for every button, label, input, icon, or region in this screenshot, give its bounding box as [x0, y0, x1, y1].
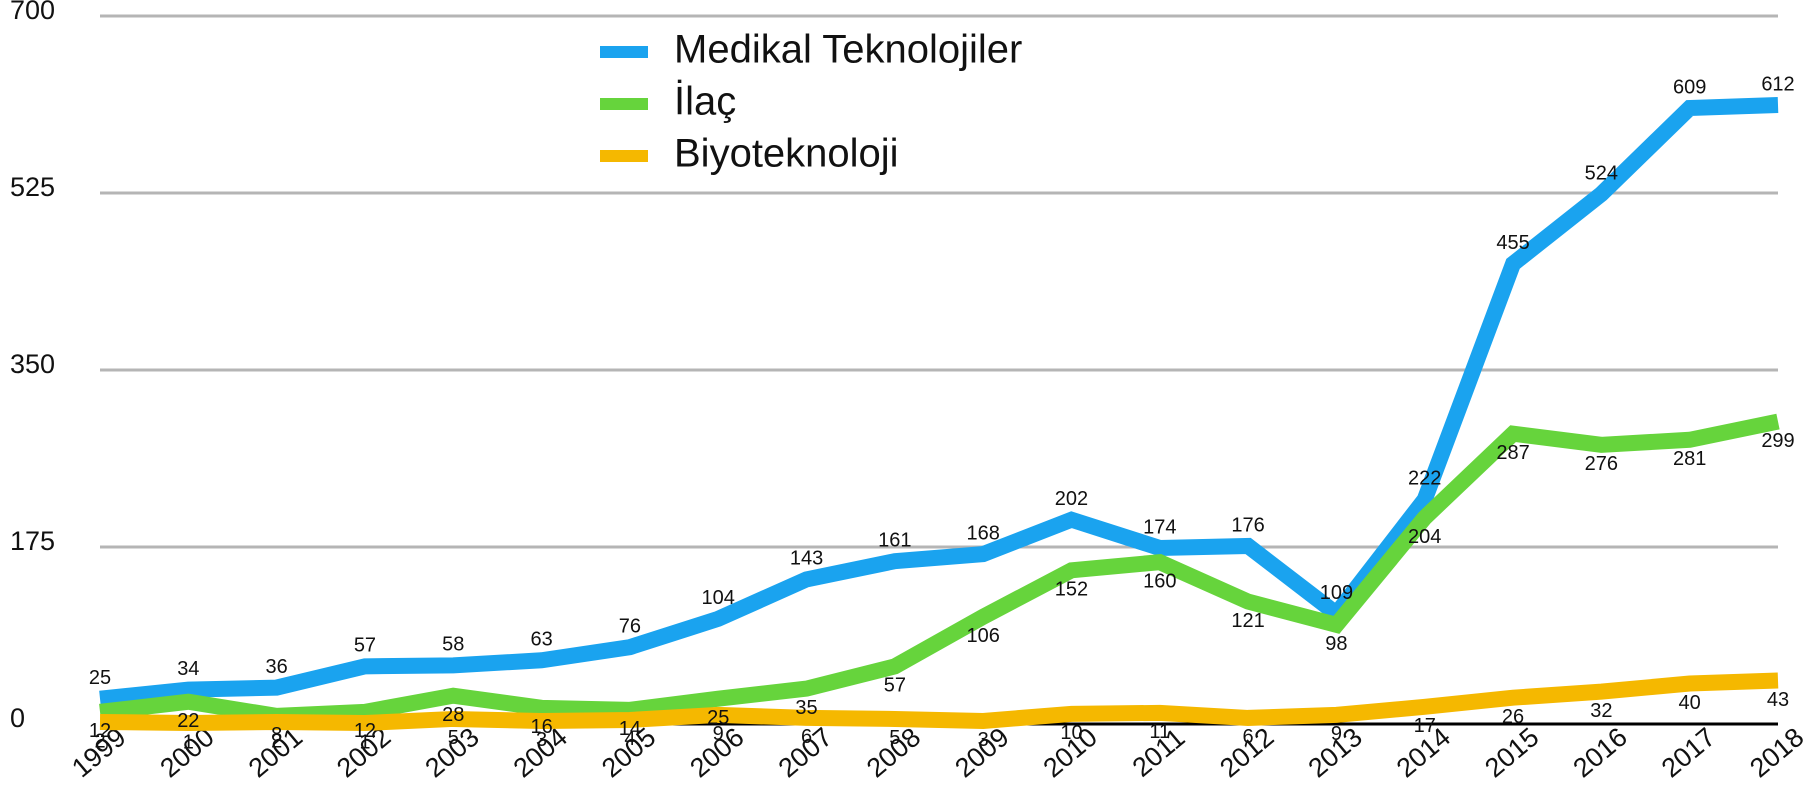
- data-label: 276: [1585, 453, 1618, 475]
- data-label: 2: [94, 730, 105, 752]
- legend-label: Medikal Teknolojiler: [674, 28, 1022, 72]
- y-tick-label: 525: [10, 172, 55, 202]
- data-label: 9: [713, 723, 724, 745]
- series-line: [99, 413, 1780, 724]
- data-label: 9: [1331, 723, 1342, 745]
- data-label: 202: [1055, 488, 1088, 510]
- data-label: 12: [89, 720, 111, 742]
- data-label: 25: [89, 667, 111, 689]
- y-tick-label: 175: [10, 526, 55, 556]
- data-label: 612: [1761, 73, 1794, 95]
- data-label: 10: [1060, 722, 1082, 744]
- data-label: 174: [1143, 516, 1176, 538]
- data-label: 3: [536, 729, 547, 751]
- data-label: 5: [448, 727, 459, 749]
- data-label: 25: [707, 707, 729, 729]
- data-label: 3: [978, 729, 989, 751]
- data-label: 176: [1231, 514, 1264, 536]
- data-label: 161: [878, 529, 911, 551]
- x-tick-label: 2018: [1744, 722, 1809, 784]
- data-label: 6: [1243, 726, 1254, 748]
- data-label: 109: [1320, 582, 1353, 604]
- series-line: [99, 672, 1779, 731]
- legend-label: Biyoteknoloji: [674, 132, 899, 176]
- data-label: 287: [1496, 442, 1529, 464]
- data-label: 36: [266, 656, 288, 678]
- data-label: 28: [442, 704, 464, 726]
- data-label: 204: [1408, 526, 1441, 548]
- data-label: 57: [884, 675, 906, 697]
- data-label: 524: [1585, 162, 1618, 184]
- data-label: 35: [795, 697, 817, 719]
- series-line: [99, 97, 1779, 707]
- data-label: 609: [1673, 76, 1706, 98]
- data-label: 12: [354, 720, 376, 742]
- x-tick-label: 2016: [1568, 722, 1633, 784]
- data-label: 63: [530, 629, 552, 651]
- data-label: 299: [1761, 430, 1794, 452]
- data-label: 121: [1231, 610, 1264, 632]
- data-label: 76: [619, 615, 641, 637]
- data-label: 32: [1590, 700, 1612, 722]
- data-label: 160: [1143, 570, 1176, 592]
- data-label: 14: [619, 718, 641, 740]
- data-label: 22: [177, 710, 199, 732]
- y-tick-label: 350: [10, 349, 55, 379]
- legend-label: İlaç: [674, 79, 736, 124]
- data-label: 2: [271, 730, 282, 752]
- data-label: 152: [1055, 579, 1088, 601]
- data-label: 34: [177, 658, 199, 680]
- data-label: 1: [183, 731, 194, 753]
- data-label: 11: [1149, 721, 1170, 743]
- data-label: 43: [1767, 689, 1789, 711]
- data-label: 40: [1679, 692, 1701, 714]
- data-label: 455: [1496, 232, 1529, 254]
- y-tick-label: 700: [10, 0, 55, 25]
- data-label: 1: [359, 731, 370, 753]
- data-label: 8: [271, 724, 282, 746]
- data-label: 106: [966, 625, 999, 647]
- data-label: 17: [1414, 715, 1436, 737]
- x-tick-label: 2017: [1656, 722, 1721, 784]
- data-label: 98: [1325, 633, 1347, 655]
- data-label: 6: [801, 726, 812, 748]
- data-label: 168: [966, 522, 999, 544]
- data-label: 16: [530, 716, 552, 738]
- data-label: 281: [1673, 448, 1706, 470]
- data-label: 5: [889, 727, 900, 749]
- y-tick-label: 0: [10, 703, 25, 733]
- x-tick-label: 2015: [1479, 722, 1544, 784]
- data-label: 222: [1408, 468, 1441, 490]
- data-label: 57: [354, 635, 376, 657]
- data-label: 143: [790, 548, 823, 570]
- data-label: 4: [624, 728, 635, 750]
- data-label: 58: [442, 634, 464, 656]
- data-label: 104: [702, 587, 735, 609]
- data-label: 26: [1502, 706, 1524, 728]
